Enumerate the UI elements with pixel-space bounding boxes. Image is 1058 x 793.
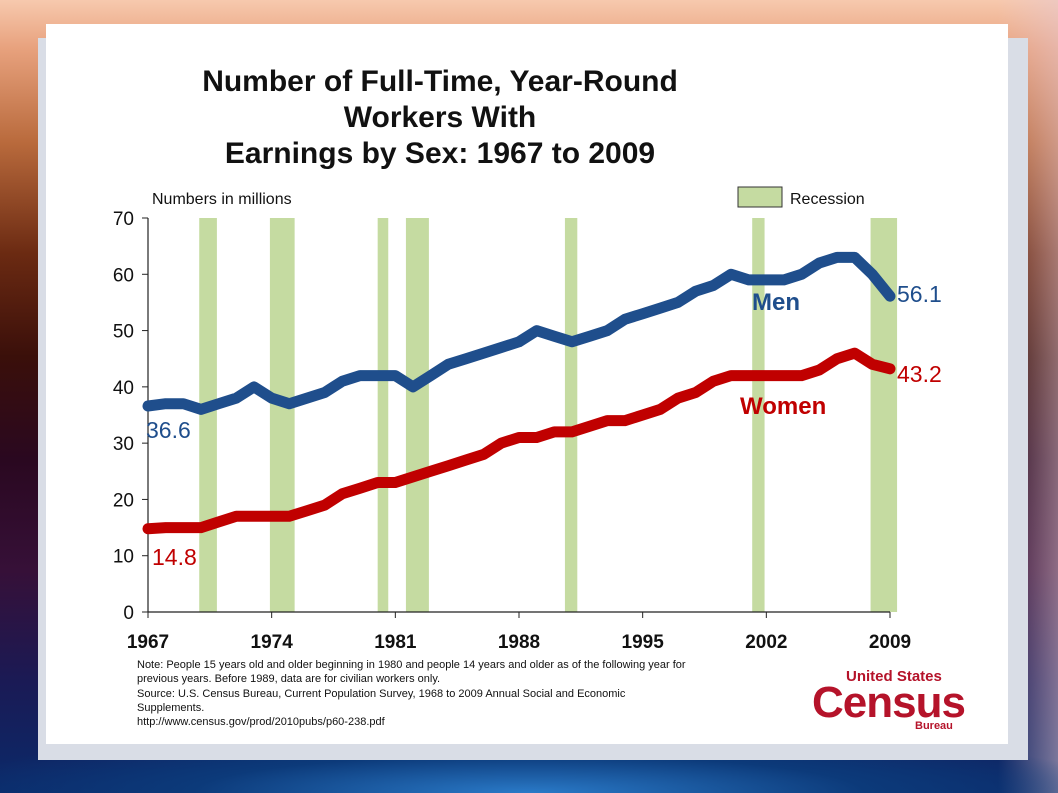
legend-label: Recession [790, 191, 865, 208]
logo-bottom-text: Bureau [915, 720, 953, 732]
x-tick-label: 1981 [374, 632, 417, 653]
logo-main-text: Census [812, 678, 966, 727]
logo-top-text: United States [846, 668, 942, 685]
recession-band [405, 218, 429, 612]
y-tick-label: 60 [113, 265, 134, 286]
series-end-value-label: 56.1 [897, 281, 942, 307]
recession-band [564, 218, 578, 612]
recession-band [752, 218, 765, 612]
series-name-label: Women [740, 393, 826, 420]
x-tick-label: 2002 [745, 632, 787, 653]
y-tick-label: 70 [113, 209, 134, 230]
series-line-women [142, 347, 896, 535]
series-name-label: Men [752, 289, 800, 316]
chart-title: Number of Full-Time, Year-Round Workers … [202, 65, 678, 170]
census-logo: United States Census Bureau [812, 668, 972, 738]
x-tick-label: 1974 [251, 632, 294, 653]
x-tick-label: 2009 [869, 632, 911, 653]
x-tick-label: 1995 [622, 632, 665, 653]
recession-band [377, 218, 389, 612]
series-end-value-label: 43.2 [897, 361, 942, 387]
y-axis-label: Numbers in millions [152, 191, 292, 208]
y-tick-label: 0 [123, 603, 134, 624]
y-tick-label: 30 [113, 434, 134, 455]
y-tick-label: 10 [113, 547, 134, 568]
y-tick-label: 20 [113, 490, 134, 511]
x-tick-label: 1967 [127, 632, 169, 653]
series-start-value-label: 14.8 [152, 544, 197, 570]
series-line-men [142, 251, 896, 415]
recession-band [199, 218, 217, 612]
source-note: Note: People 15 years old and older begi… [137, 659, 686, 729]
y-tick-label: 40 [113, 378, 134, 399]
series-start-value-label: 36.6 [146, 417, 191, 443]
y-tick-label: 50 [113, 322, 134, 343]
legend-swatch [737, 186, 783, 208]
x-tick-label: 1988 [498, 632, 540, 653]
recession-band [269, 218, 295, 612]
